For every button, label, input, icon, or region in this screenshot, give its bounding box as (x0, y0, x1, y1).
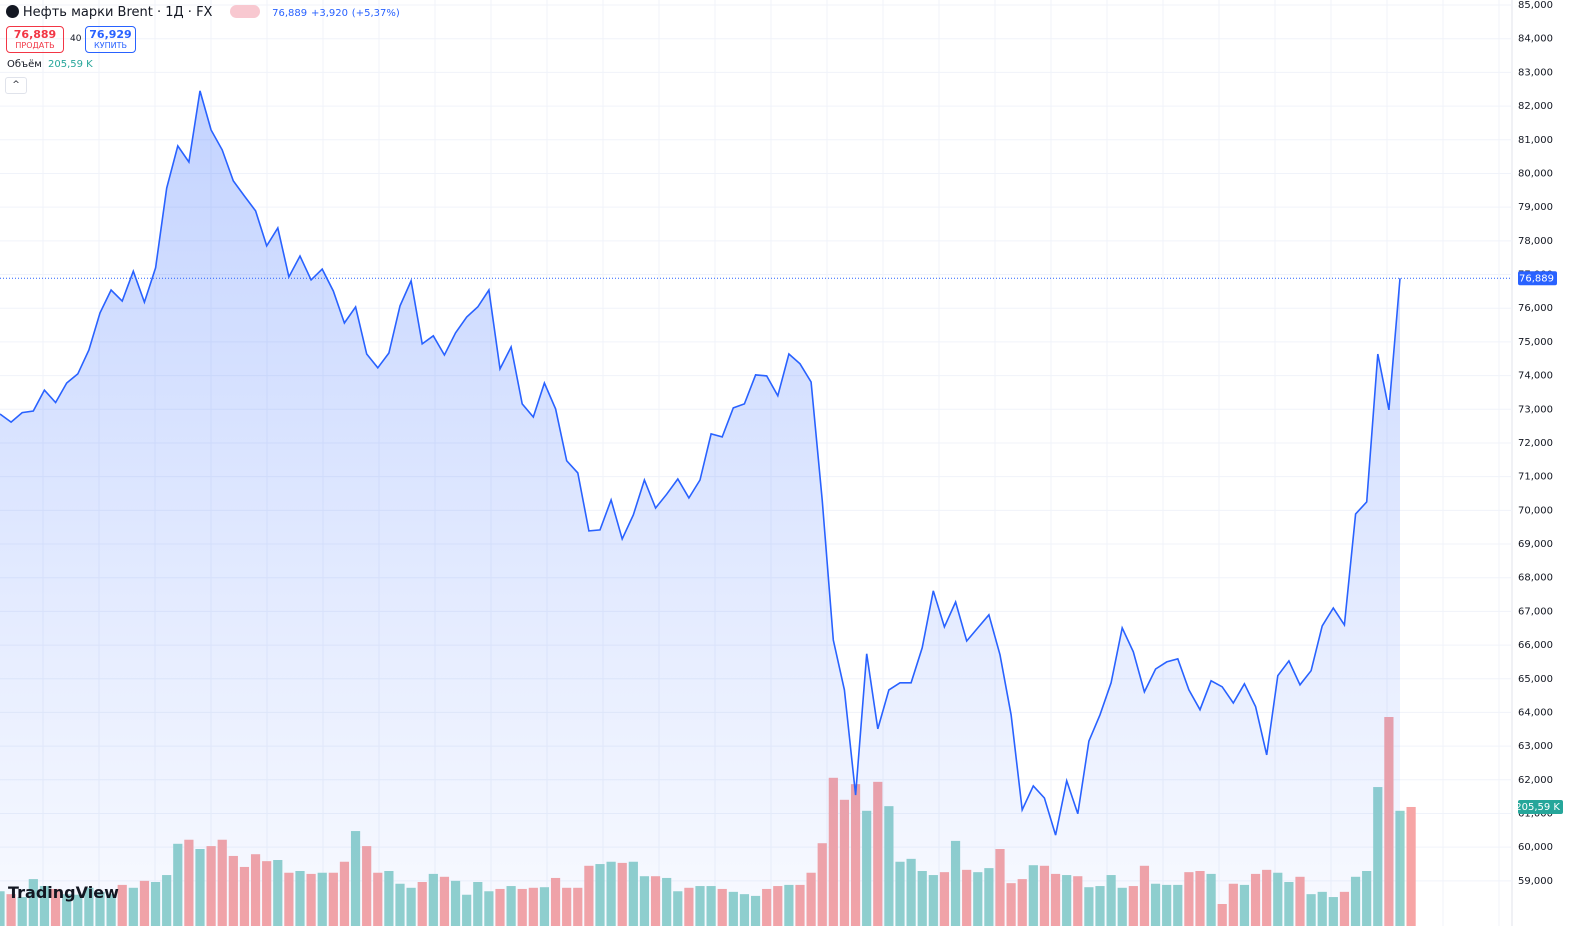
last-price: 76,889 (272, 8, 308, 19)
symbol-icon (6, 5, 19, 18)
y-tick-label: 69,000 (1518, 539, 1553, 550)
price-change: +3,920 (310, 8, 348, 19)
y-tick-label: 59,000 (1518, 876, 1553, 887)
y-tick-label: 75,000 (1518, 337, 1553, 348)
volume-bar (1406, 806, 1416, 926)
sell-price: 76,889 (13, 28, 57, 41)
y-tick-label: 76,000 (1518, 303, 1553, 314)
symbol-header: Нефть марки Brent · 1Д · FX 76,889 +3,92… (6, 5, 400, 20)
y-tick-label: 78,000 (1518, 236, 1553, 247)
sell-button[interactable]: 76,889 ПРОДАТЬ (6, 26, 64, 53)
symbol-title[interactable]: Нефть марки Brent · 1Д · FX (22, 5, 213, 20)
volume-title: Объём (7, 59, 42, 70)
buy-button[interactable]: 76,929 КУПИТЬ (85, 26, 136, 53)
last-price-label: 76,889 (1519, 273, 1554, 284)
volume-badge-label: 205,59 K (1515, 802, 1560, 813)
y-tick-label: 67,000 (1518, 606, 1553, 617)
buy-price: 76,929 (89, 28, 132, 41)
y-tick-label: 65,000 (1518, 674, 1553, 685)
sell-label: ПРОДАТЬ (15, 41, 55, 50)
y-tick-label: 66,000 (1518, 640, 1553, 651)
y-tick-label: 60,000 (1518, 842, 1553, 853)
y-tick-label: 81,000 (1518, 135, 1553, 146)
buy-label: КУПИТЬ (94, 41, 127, 50)
y-tick-label: 74,000 (1518, 371, 1553, 382)
y-tick-label: 79,000 (1518, 202, 1553, 213)
volume-badge (1518, 799, 1563, 814)
y-tick-label: 72,000 (1518, 438, 1553, 449)
spread: 40 (70, 34, 82, 44)
y-tick-label: 61,000 (1518, 808, 1553, 819)
price-area (0, 90, 1400, 926)
y-tick-label: 73,000 (1518, 404, 1553, 415)
y-tick-label: 71,000 (1518, 472, 1553, 483)
y-tick-label: 84,000 (1518, 34, 1553, 45)
y-tick-label: 85,000 (1518, 0, 1553, 11)
status-pill (230, 5, 261, 18)
price-change-pct: (+5,37%) (351, 8, 400, 19)
volume-value: 205,59 K (48, 59, 93, 70)
y-tick-label: 62,000 (1518, 775, 1553, 786)
y-tick-label: 70,000 (1518, 505, 1553, 516)
price-line (0, 90, 1401, 836)
y-tick-label: 64,000 (1518, 707, 1553, 718)
collapse-button[interactable]: ^ (5, 77, 27, 94)
brand-logo: TradingView (8, 883, 119, 902)
last-price-badge (1518, 271, 1557, 286)
y-tick-label: 68,000 (1518, 573, 1553, 584)
y-tick-label: 83,000 (1518, 67, 1553, 78)
y-tick-label: 82,000 (1518, 101, 1553, 112)
y-tick-label: 80,000 (1518, 168, 1553, 179)
volume-legend: Объём 205,59 K (7, 59, 93, 70)
y-tick-label: 63,000 (1518, 741, 1553, 752)
